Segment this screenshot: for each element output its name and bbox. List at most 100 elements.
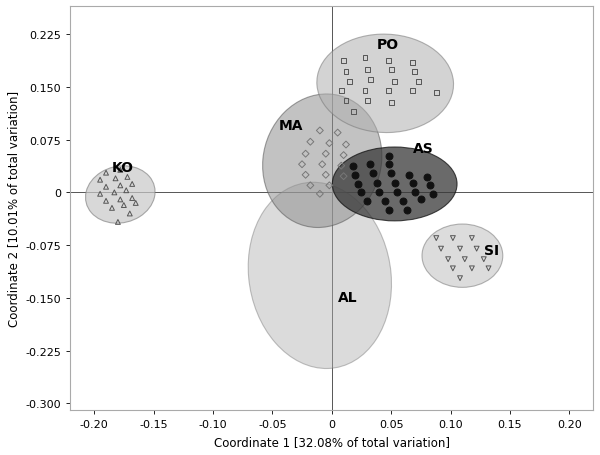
Point — [384, 161, 394, 168]
Point — [408, 87, 418, 95]
Point — [315, 127, 325, 135]
Point — [479, 256, 488, 263]
Point — [107, 205, 117, 212]
Point — [293, 263, 303, 270]
Point — [339, 57, 349, 65]
Point — [408, 60, 418, 67]
Point — [325, 288, 334, 295]
Point — [484, 265, 493, 273]
Point — [443, 256, 453, 263]
Point — [127, 195, 137, 202]
Point — [353, 181, 362, 188]
Point — [372, 180, 382, 187]
Point — [125, 210, 134, 217]
Point — [293, 242, 303, 249]
Point — [115, 182, 125, 190]
Point — [431, 235, 441, 242]
Point — [289, 253, 299, 260]
Point — [386, 170, 396, 177]
Point — [404, 172, 414, 179]
Point — [422, 174, 431, 181]
Point — [321, 151, 331, 158]
Point — [313, 242, 322, 249]
Point — [349, 109, 358, 116]
Point — [301, 172, 310, 179]
Point — [325, 140, 334, 147]
Point — [119, 202, 128, 209]
Point — [386, 66, 396, 74]
Point — [362, 66, 372, 74]
Point — [339, 230, 349, 238]
Point — [384, 87, 394, 95]
Point — [305, 139, 315, 146]
Point — [115, 167, 125, 174]
Point — [368, 170, 378, 177]
Point — [315, 191, 325, 198]
Point — [305, 319, 315, 326]
Point — [111, 175, 121, 182]
Point — [95, 177, 105, 184]
Point — [467, 265, 476, 273]
Text: AL: AL — [338, 291, 357, 305]
Point — [297, 161, 307, 168]
Point — [313, 265, 322, 273]
Point — [131, 200, 140, 207]
Point — [101, 198, 111, 205]
Point — [410, 69, 419, 76]
Point — [329, 319, 339, 326]
Point — [374, 189, 384, 197]
Point — [390, 180, 400, 187]
Point — [360, 55, 370, 62]
Point — [313, 298, 322, 305]
Text: AS: AS — [413, 141, 433, 155]
Point — [436, 246, 446, 253]
Point — [362, 198, 372, 205]
Text: PO: PO — [377, 38, 399, 52]
Point — [410, 189, 419, 197]
Point — [448, 265, 458, 273]
Point — [122, 174, 132, 181]
Text: MA: MA — [278, 119, 303, 133]
Point — [321, 172, 331, 179]
Point — [305, 182, 315, 190]
Point — [390, 78, 400, 86]
Point — [455, 275, 465, 282]
Point — [360, 87, 370, 95]
Point — [337, 87, 346, 95]
Point — [365, 161, 374, 168]
Point — [331, 300, 340, 308]
Y-axis label: Coordinate 2 [10.01% of total variation]: Coordinate 2 [10.01% of total variation] — [7, 91, 20, 327]
Point — [425, 182, 435, 190]
Point — [345, 78, 355, 86]
Point — [110, 189, 119, 197]
Point — [339, 173, 349, 181]
Point — [317, 161, 327, 168]
Point — [127, 181, 137, 188]
Point — [339, 152, 349, 159]
Point — [362, 98, 372, 106]
Point — [431, 90, 441, 97]
Ellipse shape — [422, 225, 503, 288]
Point — [341, 69, 351, 76]
Point — [305, 286, 315, 293]
Point — [301, 151, 310, 158]
Point — [402, 207, 412, 214]
Point — [321, 310, 331, 317]
Point — [392, 189, 402, 197]
Point — [101, 170, 111, 177]
Point — [467, 235, 476, 242]
Point — [121, 187, 131, 194]
Point — [113, 219, 123, 226]
Point — [341, 98, 351, 106]
Point — [337, 162, 346, 170]
Ellipse shape — [317, 35, 454, 133]
Point — [356, 189, 366, 197]
Point — [333, 130, 343, 137]
Point — [416, 197, 425, 204]
Point — [448, 235, 458, 242]
Point — [95, 191, 105, 198]
Point — [472, 246, 481, 253]
Point — [349, 162, 358, 170]
Point — [309, 254, 319, 261]
Point — [341, 142, 351, 149]
